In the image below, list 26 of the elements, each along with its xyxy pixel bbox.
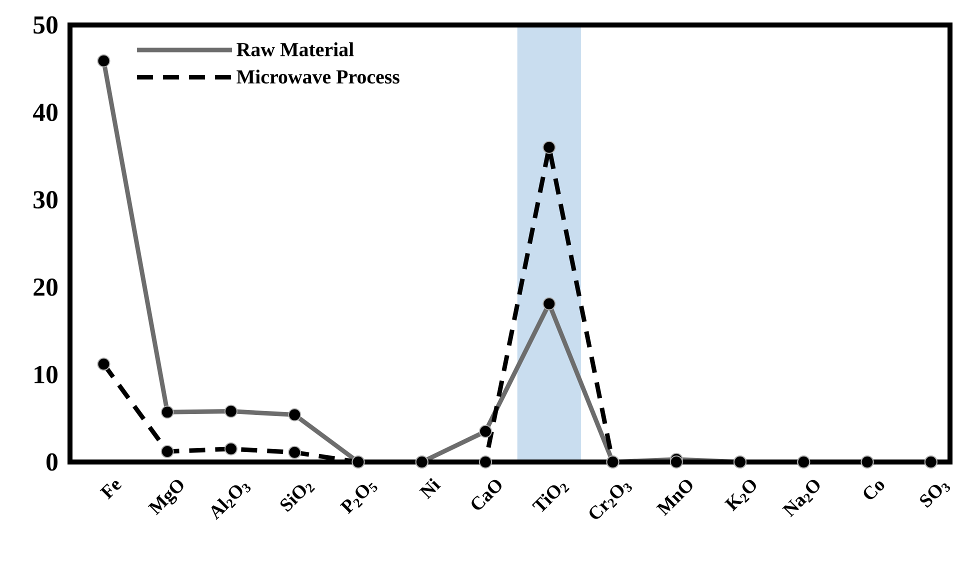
y-tick-label: 0 [46, 453, 58, 471]
x-tick-label: SO$_{3}$ [920, 483, 950, 508]
point [97, 358, 110, 371]
x-tick-label: CaO [472, 480, 502, 510]
y-tick-label: 10 [34, 366, 58, 384]
point [479, 456, 492, 468]
point [542, 140, 556, 154]
legend-label: Raw Material [236, 42, 354, 56]
x-tick-label: Co [864, 481, 884, 500]
x-tick-label: Na$_{2}$O [782, 480, 820, 518]
x-tick-label: K$_{2}$O [724, 480, 756, 512]
point [288, 446, 302, 459]
legend-label: Microwave Process [236, 70, 400, 84]
y-tick-label: 30 [34, 191, 58, 209]
y-tick-label: 50 [34, 16, 58, 34]
x-tick-label: P$_{2}$O$_{5}$ [340, 482, 378, 514]
point [224, 442, 238, 456]
x-tick-label: Fe [100, 480, 122, 500]
point [670, 456, 683, 468]
y-tick-label: 20 [34, 278, 58, 296]
x-tick-label: TiO$_{2}$ [532, 484, 570, 512]
x-tick-label: Ni [419, 478, 441, 500]
x-tick-label: Cr$_{2}$O$_{3}$ [590, 483, 632, 519]
x-tick-label: SiO$_{2}$ [280, 484, 316, 512]
point [160, 445, 174, 458]
y-tick-label: 40 [32, 104, 58, 122]
